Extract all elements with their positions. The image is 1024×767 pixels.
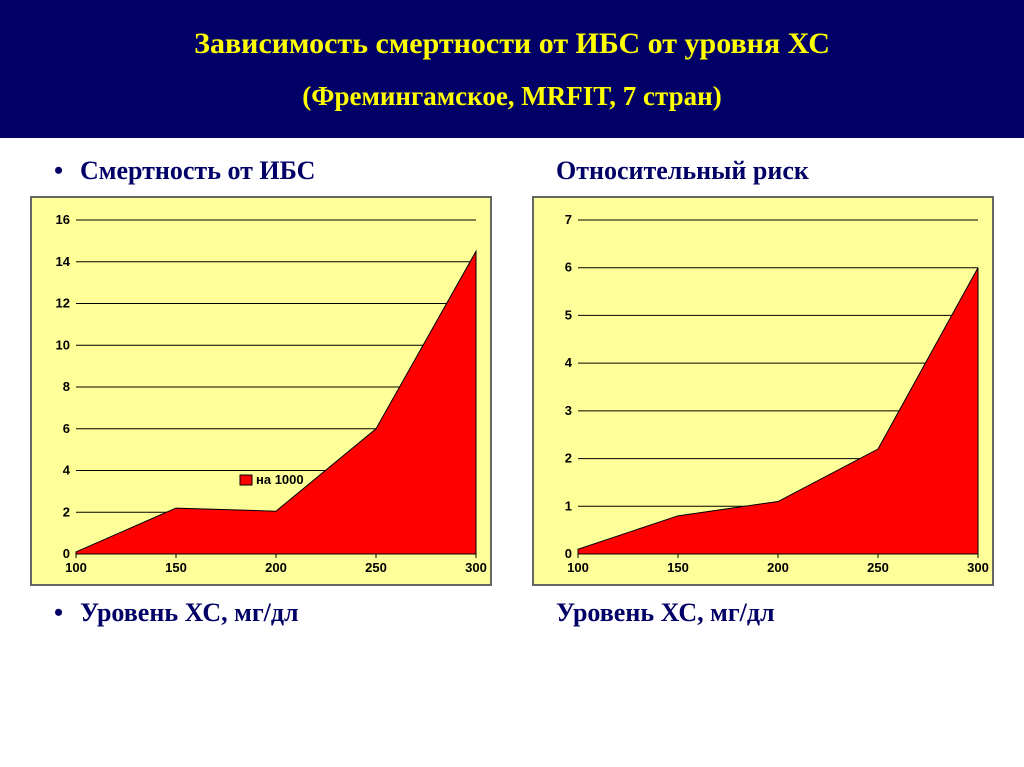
svg-text:6: 6 — [565, 260, 572, 275]
svg-text:на 1000: на 1000 — [256, 472, 304, 487]
svg-text:100: 100 — [65, 560, 87, 575]
svg-text:10: 10 — [56, 337, 70, 352]
right-chart: 0 1 2 3 4 5 6 7 100 150 200 250 300 — [532, 196, 994, 586]
svg-text:16: 16 — [56, 212, 70, 227]
svg-text:4: 4 — [565, 355, 573, 370]
svg-text:7: 7 — [565, 212, 572, 227]
svg-text:250: 250 — [365, 560, 387, 575]
svg-text:2: 2 — [565, 451, 572, 466]
svg-text:0: 0 — [565, 546, 572, 561]
right-chart-xlabel: Уровень ХС, мг/дл — [556, 598, 994, 628]
right-chart-heading: Относительный риск — [556, 156, 994, 186]
svg-text:6: 6 — [63, 421, 70, 436]
svg-text:3: 3 — [565, 403, 572, 418]
svg-text:12: 12 — [56, 296, 70, 311]
svg-text:2: 2 — [63, 504, 70, 519]
left-chart-xlabel: Уровень ХС, мг/дл — [54, 598, 492, 628]
svg-text:150: 150 — [165, 560, 187, 575]
xaxis-labels-row: Уровень ХС, мг/дл Уровень ХС, мг/дл — [30, 586, 994, 638]
svg-text:150: 150 — [667, 560, 689, 575]
svg-text:250: 250 — [867, 560, 889, 575]
svg-text:300: 300 — [967, 560, 989, 575]
svg-text:8: 8 — [63, 379, 70, 394]
left-chart: 0 2 4 6 8 10 12 14 16 100 150 200 250 300 на 1000 — [30, 196, 492, 586]
slide-subtitle: (Фремингамское, MRFIT, 7 стран) — [20, 81, 1004, 112]
svg-text:0: 0 — [63, 546, 70, 561]
svg-text:1: 1 — [565, 498, 572, 513]
svg-text:5: 5 — [565, 307, 572, 322]
slide-title: Зависимость смертности от ИБС от уровня … — [20, 24, 1004, 63]
svg-text:14: 14 — [56, 254, 71, 269]
svg-text:200: 200 — [265, 560, 287, 575]
slide-header: Зависимость смертности от ИБС от уровня … — [0, 0, 1024, 138]
svg-text:300: 300 — [465, 560, 487, 575]
svg-text:4: 4 — [63, 463, 71, 478]
slide-body: Смертность от ИБС Относительный риск 0 2 4… — [0, 138, 1024, 648]
charts-row: 0246810121416100150200250300на 1000 0123… — [30, 196, 994, 586]
svg-text:200: 200 — [767, 560, 789, 575]
left-chart-heading: Смертность от ИБС — [54, 156, 492, 186]
headings-row: Смертность от ИБС Относительный риск — [30, 156, 994, 196]
svg-text:100: 100 — [567, 560, 589, 575]
